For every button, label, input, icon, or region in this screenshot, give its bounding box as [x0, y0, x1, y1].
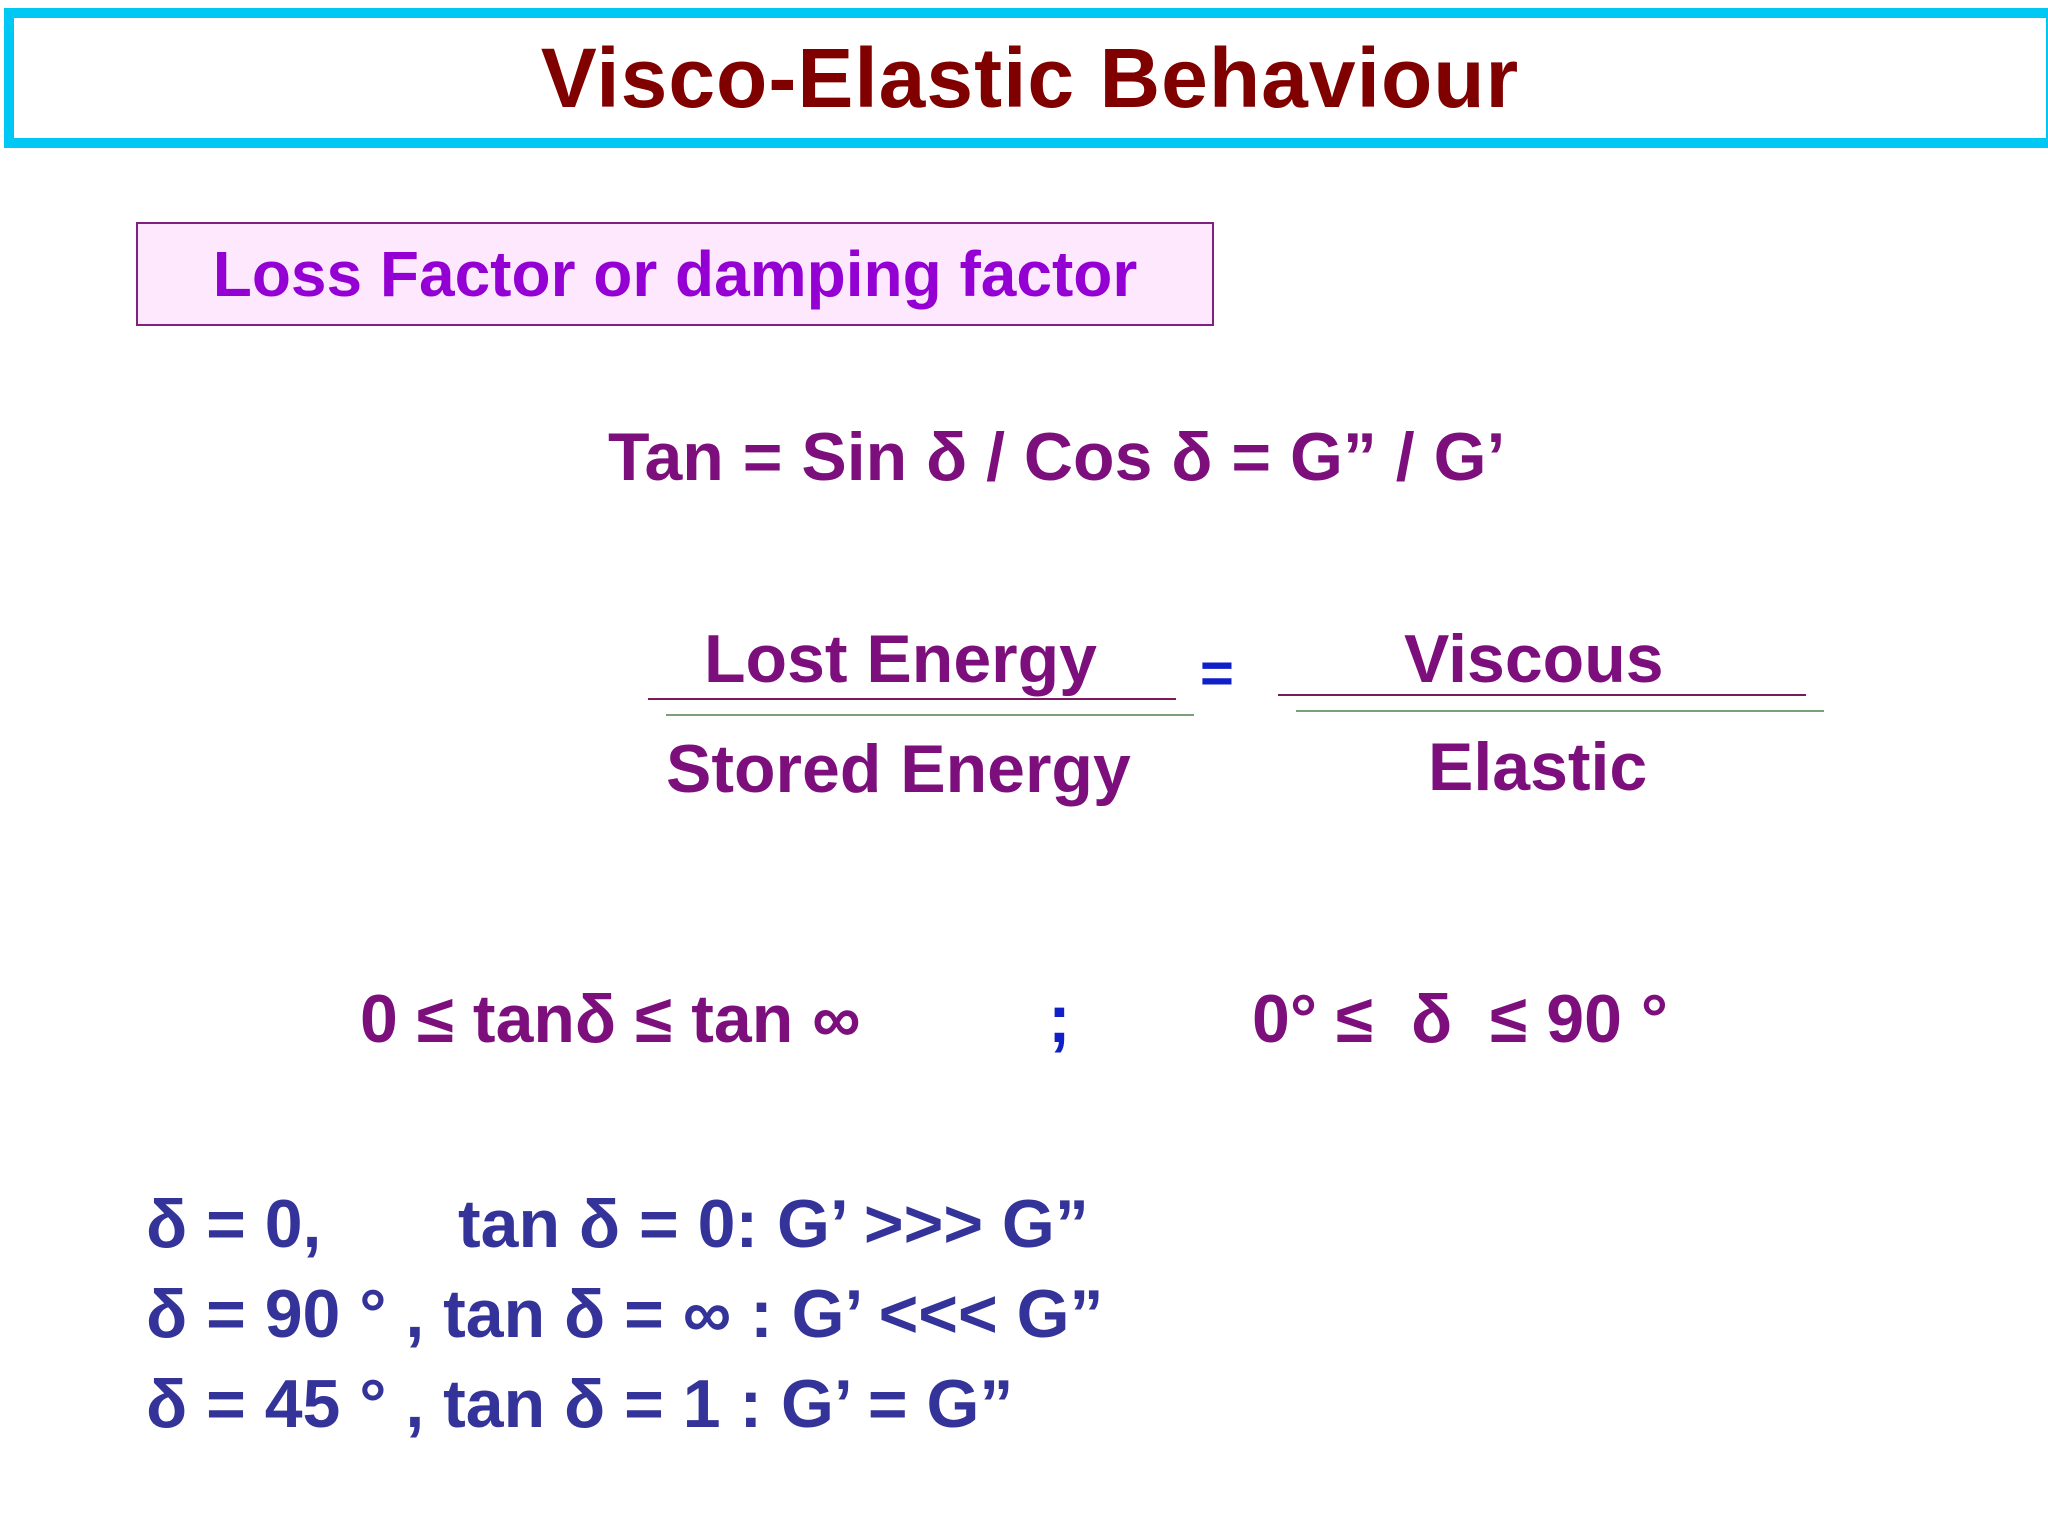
- right-fraction-line: [1278, 694, 1806, 696]
- angle-range: 0° ≤ δ ≤ 90 °: [1252, 981, 1668, 1057]
- case-delta-zero-result: tan δ = 0: G’ >>> G”: [458, 1186, 1089, 1262]
- case-delta-zero: δ = 0,: [146, 1186, 322, 1262]
- equals-sign: =: [1200, 641, 1234, 706]
- elastic-denominator: Elastic: [1428, 729, 1648, 805]
- lost-energy-numerator: Lost Energy: [704, 621, 1097, 697]
- subtitle-box: Loss Factor or damping factor: [136, 222, 1214, 326]
- left-fraction-underline: [666, 714, 1194, 716]
- subtitle-text: Loss Factor or damping factor: [212, 238, 1138, 310]
- stored-energy-denominator: Stored Energy: [666, 731, 1131, 807]
- slide-title: Visco-Elastic Behaviour: [540, 30, 1520, 125]
- case-delta-ninety: δ = 90 ° , tan δ = ∞ : G’ <<< G”: [146, 1276, 1104, 1352]
- tan-formula: Tan = Sin δ / Cos δ = G” / G’: [608, 419, 1506, 495]
- right-fraction-underline: [1296, 710, 1824, 712]
- title-banner: Visco-Elastic Behaviour: [4, 8, 2048, 148]
- case-delta-forty-five: δ = 45 ° , tan δ = 1 : G’ = G”: [146, 1366, 1014, 1442]
- viscous-numerator: Viscous: [1404, 621, 1664, 697]
- tan-range: 0 ≤ tanδ ≤ tan ∞: [360, 981, 861, 1057]
- range-separator: ;: [1048, 981, 1071, 1057]
- left-fraction-line: [648, 698, 1176, 700]
